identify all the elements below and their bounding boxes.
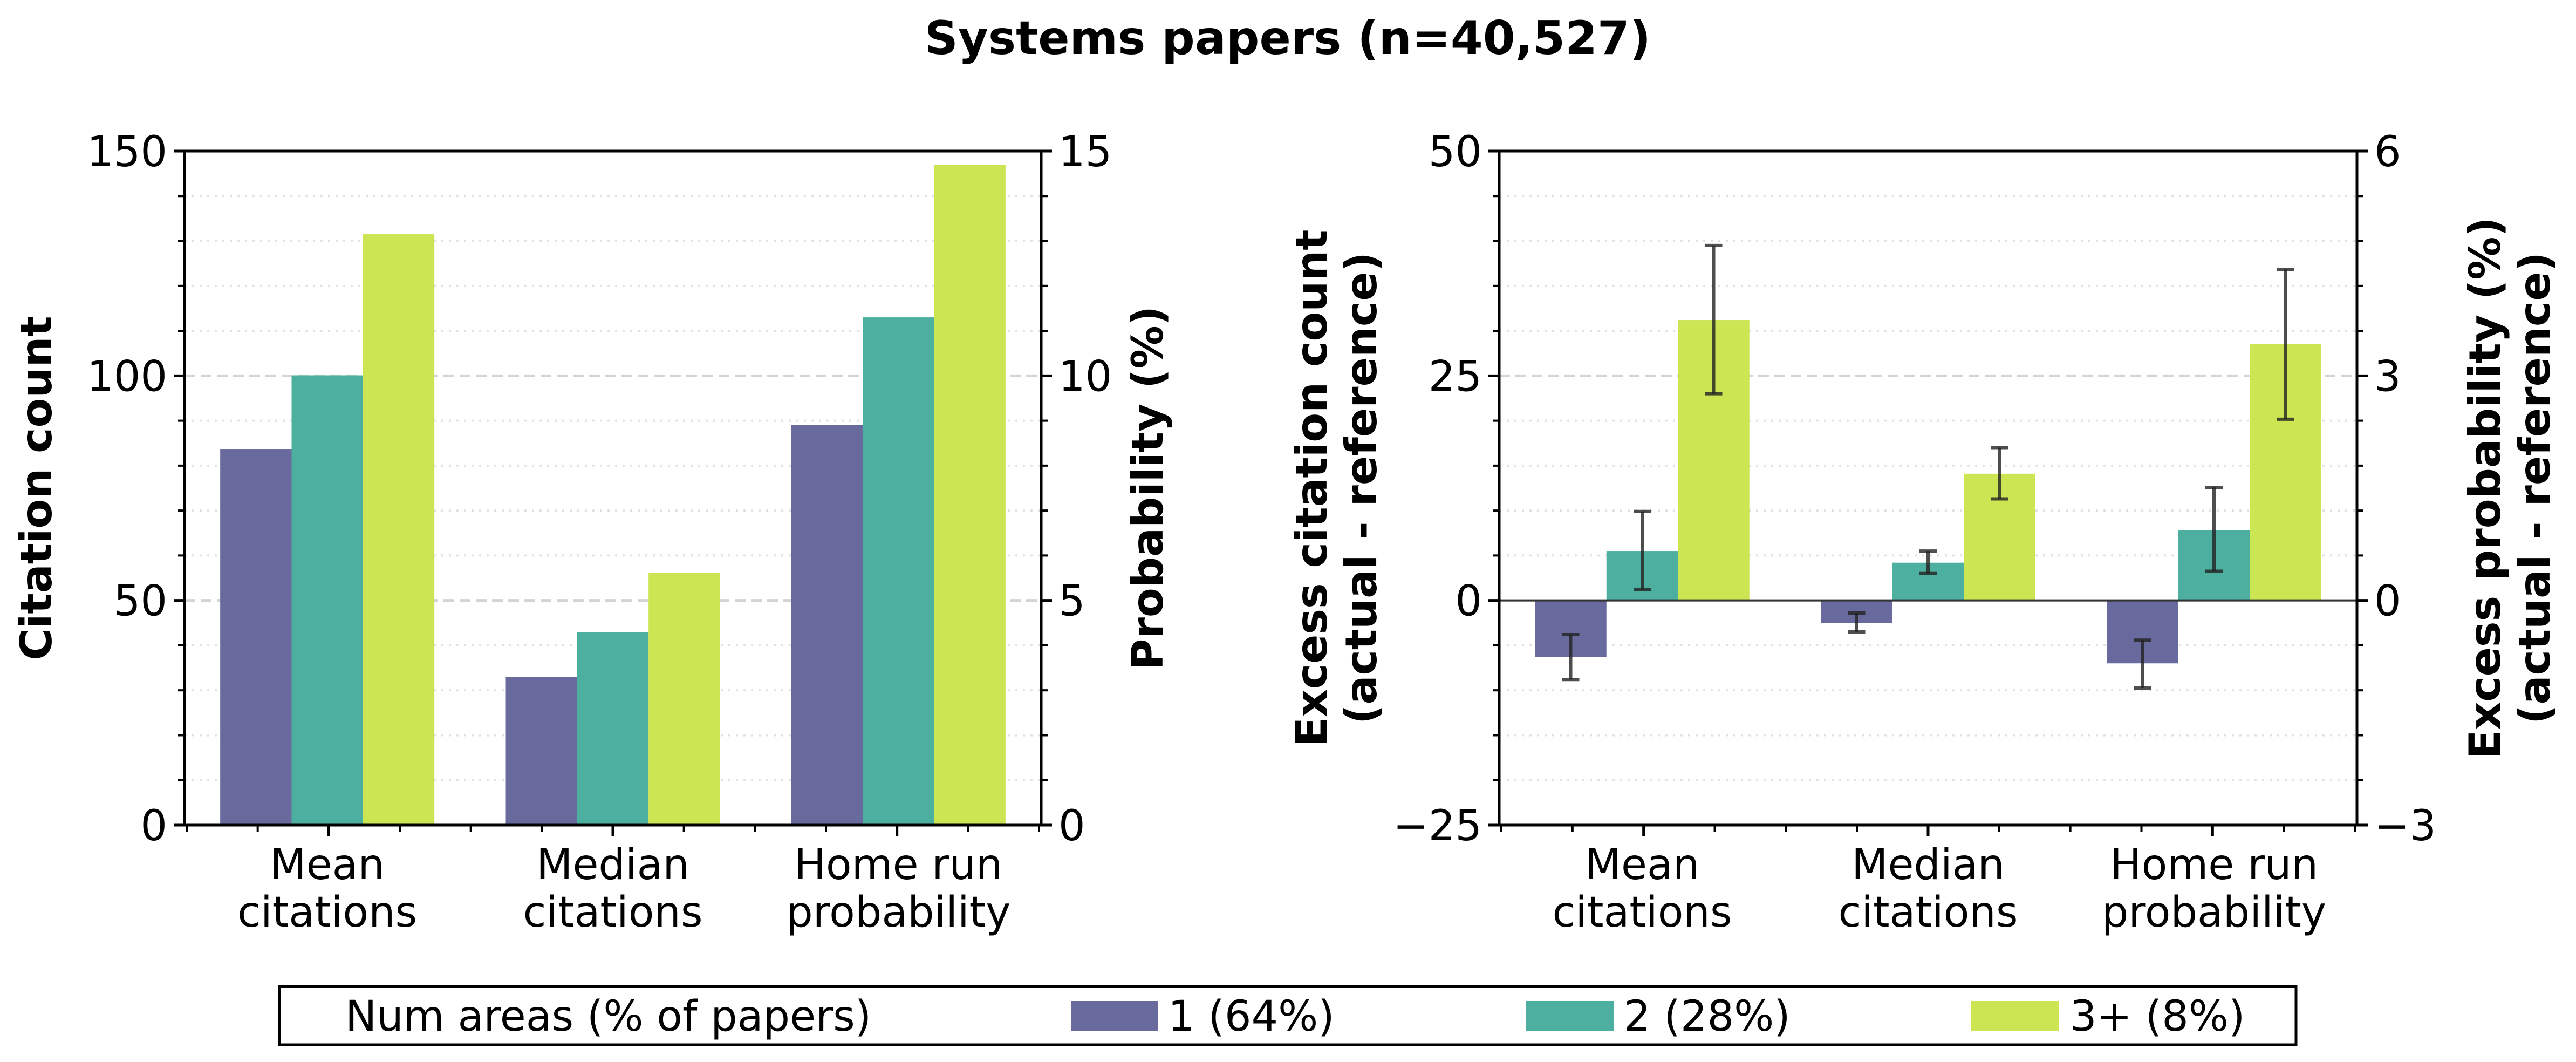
x-tick-label: citations: [523, 888, 703, 937]
figure-title: Systems papers (n=40,527): [925, 11, 1651, 65]
x-tick-label: citations: [1553, 888, 1732, 937]
y-right-tick-label: 0: [2374, 577, 2401, 626]
y-right-tick-label: 15: [1058, 128, 1112, 176]
bar: [220, 449, 292, 825]
y-right-axis-label: Excess probability (%): [2460, 217, 2510, 759]
y-tick-label: 0: [140, 802, 167, 850]
y-axis-label: Citation count: [11, 316, 62, 660]
x-tick-label: Home run: [2110, 841, 2318, 889]
y-axis-label: (actual - reference): [1336, 252, 1386, 724]
y-tick-label: −25: [1393, 802, 1482, 850]
x-tick-label: Home run: [794, 841, 1002, 889]
legend-swatch-2: [1526, 1001, 1614, 1031]
axes-frame: [1498, 149, 2359, 827]
legend-title: Num areas (% of papers): [345, 992, 871, 1041]
y-right-tick-label: 3: [2374, 352, 2401, 401]
right-chart: −2502550−3036MeancitationsMediancitation…: [1287, 128, 2560, 937]
y-tick-label: 150: [87, 128, 167, 176]
legend-box: [278, 985, 2298, 1046]
y-right-axis-label: Probability (%): [1123, 306, 1173, 670]
legend-swatch-1: [1071, 1001, 1158, 1031]
x-tick-label: citations: [237, 888, 417, 937]
y-tick-label: 50: [1429, 128, 1482, 176]
y-right-tick-label: 10: [1058, 352, 1112, 401]
x-tick-label: Median: [1851, 841, 2005, 889]
x-tick-label: citations: [1839, 888, 2018, 937]
x-tick-label: Mean: [1585, 841, 1700, 889]
legend-swatch-3: [1971, 1001, 2059, 1031]
y-tick-label: 0: [1455, 577, 1482, 626]
legend-label-2: 2 (28%): [1624, 992, 1791, 1041]
bar: [648, 573, 720, 825]
y-right-tick-label: 5: [1058, 577, 1085, 626]
y-right-tick-label: 0: [1058, 802, 1085, 850]
bar: [291, 375, 363, 825]
legend-label-1: 1 (64%): [1168, 992, 1335, 1041]
x-tick-label: probability: [786, 888, 1010, 937]
bar: [863, 317, 934, 825]
bar: [363, 234, 435, 825]
bar: [791, 425, 863, 825]
x-tick-label: Median: [536, 841, 689, 889]
y-right-tick-label: 6: [2374, 128, 2401, 176]
left-chart: 050100150051015MeancitationsMediancitati…: [11, 128, 1173, 937]
y-right-tick-label: −3: [2374, 802, 2436, 850]
y-axis-label: Excess citation count: [1287, 229, 1337, 746]
x-tick-label: Mean: [270, 841, 385, 889]
y-tick-label: 100: [87, 352, 167, 401]
bar: [934, 164, 1006, 826]
bar: [577, 632, 649, 825]
bar: [505, 677, 577, 825]
legend: Num areas (% of papers) 1 (64%) 2 (28%) …: [278, 985, 2298, 1046]
y-tick-label: 25: [1429, 352, 1482, 401]
y-right-axis-label: (actual - reference): [2510, 252, 2560, 724]
y-tick-label: 50: [114, 577, 167, 626]
x-tick-label: probability: [2102, 888, 2326, 937]
legend-label-3: 3+ (8%): [2070, 992, 2245, 1041]
